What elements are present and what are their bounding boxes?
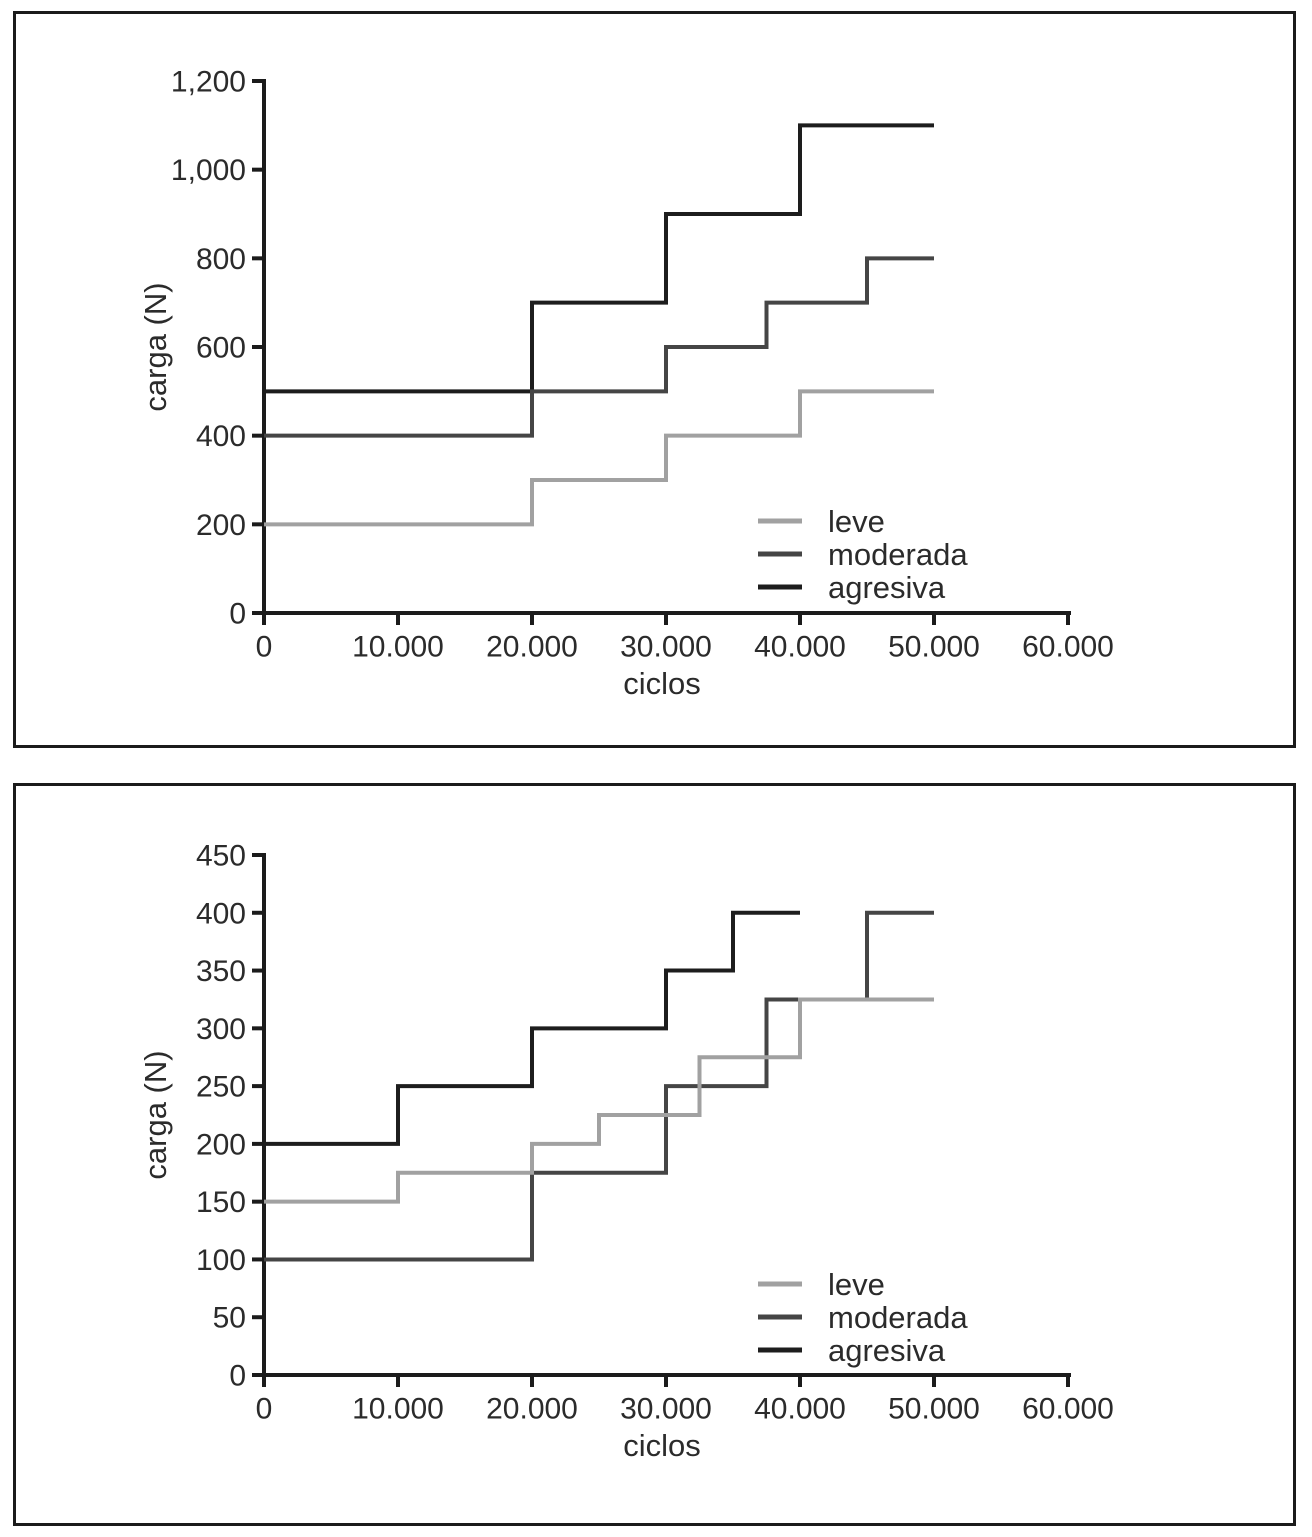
x-tick-label: 40.000	[754, 631, 846, 664]
legend-label-leve: leve	[828, 504, 885, 539]
x-tick-label: 20.000	[486, 1393, 578, 1426]
load-cycles-chart-top: 0 10.000 20.000 30.000 40.000 50.000 60.000 0 20…	[138, 66, 1114, 701]
y-tick-label: 800	[196, 243, 246, 276]
x-tick-label: 50.000	[888, 1393, 980, 1426]
x-tick-label: 0	[256, 1393, 273, 1426]
x-tick-label: 50.000	[888, 631, 980, 664]
bottom-chart-panel: 0 10.000 20.000 30.000 40.000 50.000 60.000 0 50…	[13, 783, 1296, 1526]
y-tick-label: 250	[196, 1071, 246, 1104]
series-line-agresiva	[264, 123, 934, 394]
y-tick-label: 400	[196, 897, 246, 930]
x-tick-label: 60.000	[1022, 1393, 1114, 1426]
series-line-leve	[264, 389, 934, 527]
y-axis-title: carga (N)	[138, 1050, 173, 1179]
x-tick-label: 10.000	[352, 1393, 444, 1426]
x-axis-title: ciclos	[623, 666, 701, 701]
top-chart-panel: 0 10.000 20.000 30.000 40.000 50.000 60.000 0 20…	[13, 11, 1296, 748]
series-line-moderada	[264, 910, 934, 1262]
legend-label-leve: leve	[828, 1267, 885, 1302]
y-tick-label: 600	[196, 332, 246, 365]
x-axis-title: ciclos	[623, 1428, 701, 1463]
legend-label-moderada: moderada	[828, 537, 968, 572]
y-tick-label: 1,200	[171, 66, 246, 99]
y-tick-label: 350	[196, 955, 246, 988]
y-tick-label: 100	[196, 1244, 246, 1277]
y-tick-label: 1,000	[171, 154, 246, 187]
x-tick-label: 40.000	[754, 1393, 846, 1426]
y-tick-label: 50	[213, 1302, 246, 1335]
x-tick-label: 60.000	[1022, 631, 1114, 664]
series-line-leve	[264, 997, 934, 1204]
y-tick-label: 200	[196, 509, 246, 542]
x-tick-label: 30.000	[620, 631, 712, 664]
legend-label-moderada: moderada	[828, 1300, 968, 1335]
x-tick-label: 10.000	[352, 631, 444, 664]
legend-label-agresiva: agresiva	[828, 1333, 946, 1368]
x-tick-label: 0	[256, 631, 273, 664]
y-tick-label: 300	[196, 1013, 246, 1046]
y-tick-label: 450	[196, 840, 246, 873]
series-line-agresiva	[264, 910, 800, 1146]
y-tick-label: 0	[229, 1360, 246, 1393]
x-tick-label: 30.000	[620, 1393, 712, 1426]
x-tick-label: 20.000	[486, 631, 578, 664]
legend-label-agresiva: agresiva	[828, 570, 946, 605]
y-axis-title: carga (N)	[138, 282, 173, 411]
series-line-moderada	[264, 256, 934, 438]
load-cycles-chart-bottom: 0 10.000 20.000 30.000 40.000 50.000 60.000 0 50…	[138, 840, 1114, 1463]
y-tick-label: 0	[229, 598, 246, 631]
y-tick-label: 150	[196, 1186, 246, 1219]
y-tick-label: 400	[196, 420, 246, 453]
y-tick-label: 200	[196, 1128, 246, 1161]
